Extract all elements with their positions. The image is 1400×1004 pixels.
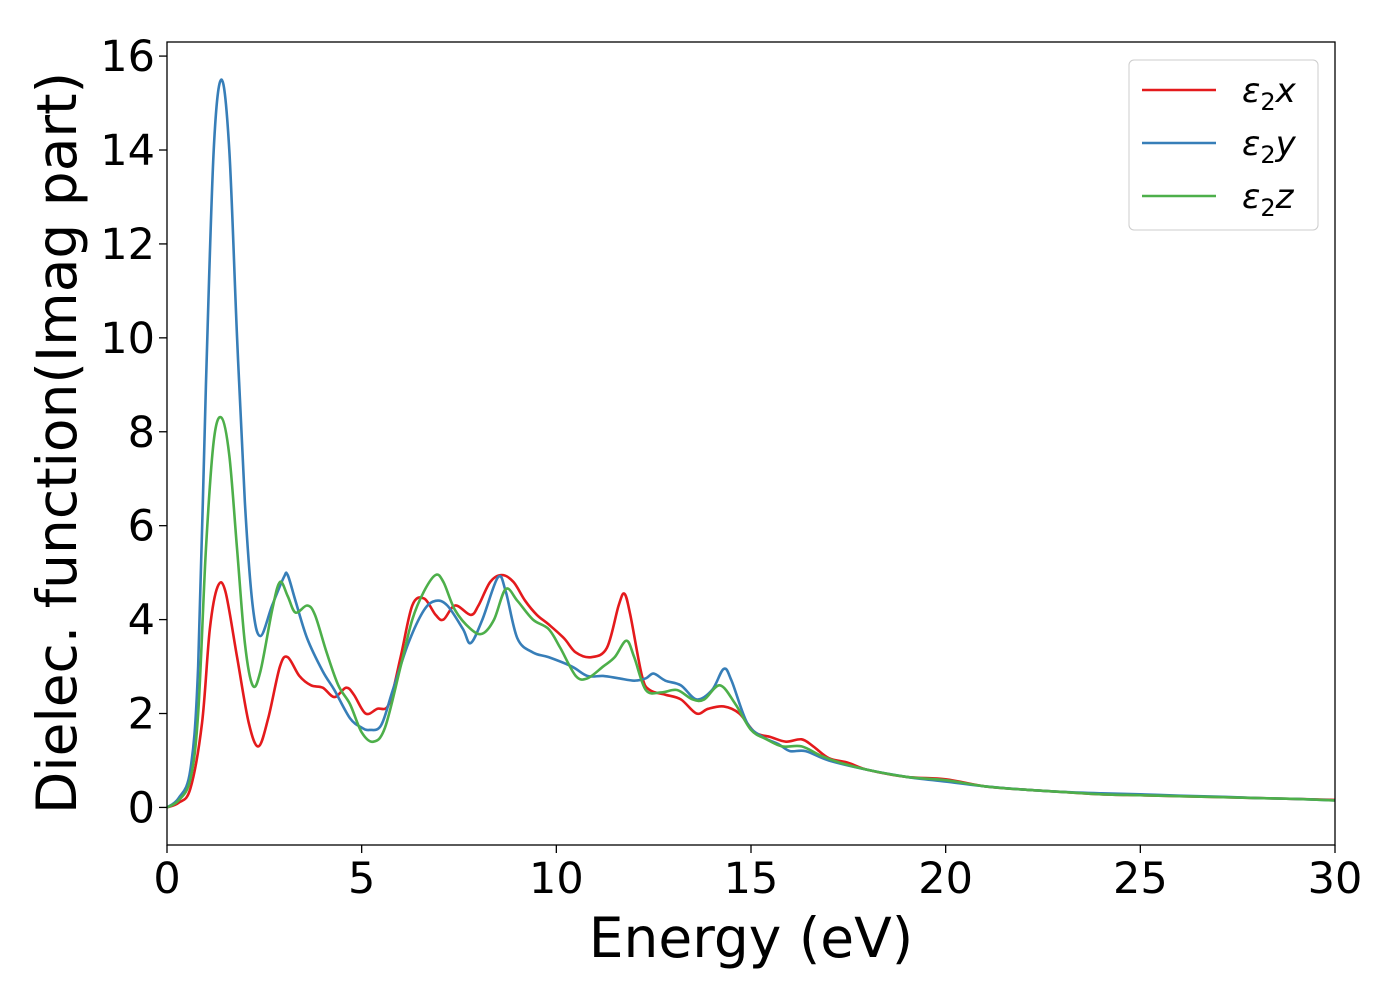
legend-items: ε2x ε2y ε2z xyxy=(1142,71,1297,222)
x-axis-ticks: 0 5 10 15 20 25 30 xyxy=(153,845,1362,904)
legend: ε2x ε2y ε2z xyxy=(1128,59,1319,231)
x-tick-label: 5 xyxy=(348,854,375,904)
legend-label-z: ε2z xyxy=(1242,177,1295,222)
y-tick-label: 16 xyxy=(100,32,155,82)
legend-box xyxy=(1128,59,1319,231)
x-tick-label: 0 xyxy=(153,854,180,904)
legend-label-y: ε2y xyxy=(1242,124,1297,169)
x-tick-label: 15 xyxy=(724,854,779,904)
y-tick-label: 10 xyxy=(100,314,155,364)
series-layer xyxy=(166,78,1336,809)
x-tick-label: 30 xyxy=(1308,854,1363,904)
y-tick-label: 6 xyxy=(128,502,155,552)
y-tick-label: 12 xyxy=(100,220,155,270)
y-tick-label: 8 xyxy=(128,408,155,458)
y-tick-label: 0 xyxy=(128,783,155,833)
y-tick-label: 2 xyxy=(128,690,155,740)
y-tick-label: 4 xyxy=(128,596,155,646)
y-axis-ticks: 0 2 4 6 8 10 12 14 16 xyxy=(100,32,167,833)
x-tick-label: 20 xyxy=(918,854,973,904)
y-axis-label: Dielec. function(Imag part) xyxy=(25,72,89,814)
x-axis-label: Energy (eV) xyxy=(589,906,913,970)
x-tick-label: 10 xyxy=(529,854,584,904)
x-tick-label: 25 xyxy=(1113,854,1168,904)
series-line-z xyxy=(166,415,1336,809)
legend-label-x: ε2x xyxy=(1242,71,1297,116)
y-tick-label: 14 xyxy=(100,126,155,176)
